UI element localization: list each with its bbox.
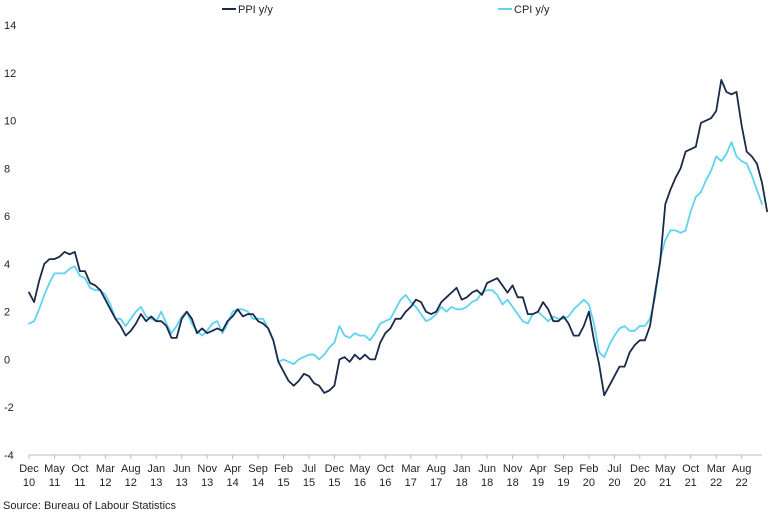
x-tick-label-month: Oct [71,463,88,475]
x-tick-label-month: Feb [579,463,598,475]
x-tick-label-month: Jan [453,463,471,475]
x-tick-label-year: 18 [481,477,493,489]
legend-label-ppi: PPI y/y [238,4,273,16]
x-tick-label-year: 20 [634,477,646,489]
series-line-cpi [28,141,763,366]
x-tick-label-year: 14 [252,477,264,489]
y-tick-label: 2 [4,307,10,319]
x-tick-label-year: 12 [99,477,111,489]
x-tick-label-month: Dec [630,463,650,475]
series-line-ppi [28,79,768,397]
x-tick-label-month: Jul [607,463,621,475]
x-tick-label-month: Aug [121,463,141,475]
x-tick-label-year: 19 [532,477,544,489]
source-note: Source: Bureau of Labour Statistics [3,500,177,512]
y-tick-label: -2 [4,402,14,414]
x-tick-label-year: 13 [176,477,188,489]
x-tick-label-year: 10 [23,477,35,489]
x-tick-label-month: Jan [147,463,165,475]
x-tick-label-year: 22 [710,477,722,489]
x-tick-label-month: Dec [325,463,345,475]
series-layer [28,79,768,397]
x-tick-label-month: Dec [19,463,39,475]
x-tick-label-month: May [350,463,371,475]
y-tick-label: -4 [4,450,14,462]
x-axis: Dec 10 May 11 Oct 11 Mar 12 Aug 12 Jan 13 Jun 13 Nov 13… [19,454,762,489]
x-tick-label-month: Jul [302,463,316,475]
x-tick-label-month: Apr [529,463,546,475]
x-tick-label-month: Sep [554,463,574,475]
x-tick-label-month: Mar [707,463,726,475]
x-tick-label-year: 18 [456,477,468,489]
x-tick-label-year: 16 [354,477,366,489]
y-tick-label: 10 [4,116,16,128]
x-tick-label-year: 22 [735,477,747,489]
x-tick-label-year: 17 [405,477,417,489]
x-tick-label-year: 11 [74,477,85,489]
x-tick-label-month: May [44,463,65,475]
x-tick-label-month: May [655,463,676,475]
x-tick-label-year: 13 [150,477,162,489]
legend: PPI y/y CPI y/y [222,4,550,16]
x-tick-label-month: Oct [377,463,394,475]
x-tick-label-month: Nov [197,463,217,475]
x-tick-label-year: 18 [506,477,518,489]
x-tick-label-year: 21 [659,477,671,489]
x-tick-label-year: 11 [49,477,60,489]
x-tick-label-year: 12 [125,477,137,489]
x-tick-label-year: 20 [608,477,620,489]
y-tick-label: 4 [4,259,10,271]
x-tick-label-month: Jun [173,463,191,475]
x-tick-label-year: 20 [583,477,595,489]
x-tick-label-month: Mar [96,463,115,475]
y-tick-label: 14 [4,20,16,32]
x-tick-label-month: Nov [503,463,523,475]
y-tick-label: 12 [4,68,16,80]
legend-label-cpi: CPI y/y [514,4,550,16]
x-tick-label-month: Jun [478,463,496,475]
y-tick-label: 6 [4,211,10,223]
x-tick-label-year: 16 [379,477,391,489]
x-tick-label-year: 21 [685,477,697,489]
x-tick-label-year: 14 [226,477,238,489]
x-tick-label-month: Aug [426,463,446,475]
x-tick-label-year: 15 [277,477,289,489]
x-tick-label-month: Mar [401,463,420,475]
x-tick-label-month: Aug [732,463,752,475]
y-tick-label: 0 [4,354,10,366]
y-tick-label: 8 [4,163,10,175]
x-tick-label-month: Apr [224,463,241,475]
y-axis: -4 -2 0 2 4 6 8 10 12 14 [4,20,16,462]
x-tick-label-month: Oct [682,463,699,475]
x-tick-label-year: 13 [201,477,213,489]
x-tick-label-year: 15 [303,477,315,489]
x-tick-label-year: 15 [328,477,340,489]
x-tick-label-month: Sep [248,463,268,475]
x-tick-label-year: 17 [430,477,442,489]
x-tick-label-year: 19 [557,477,569,489]
x-tick-label-month: Feb [274,463,293,475]
